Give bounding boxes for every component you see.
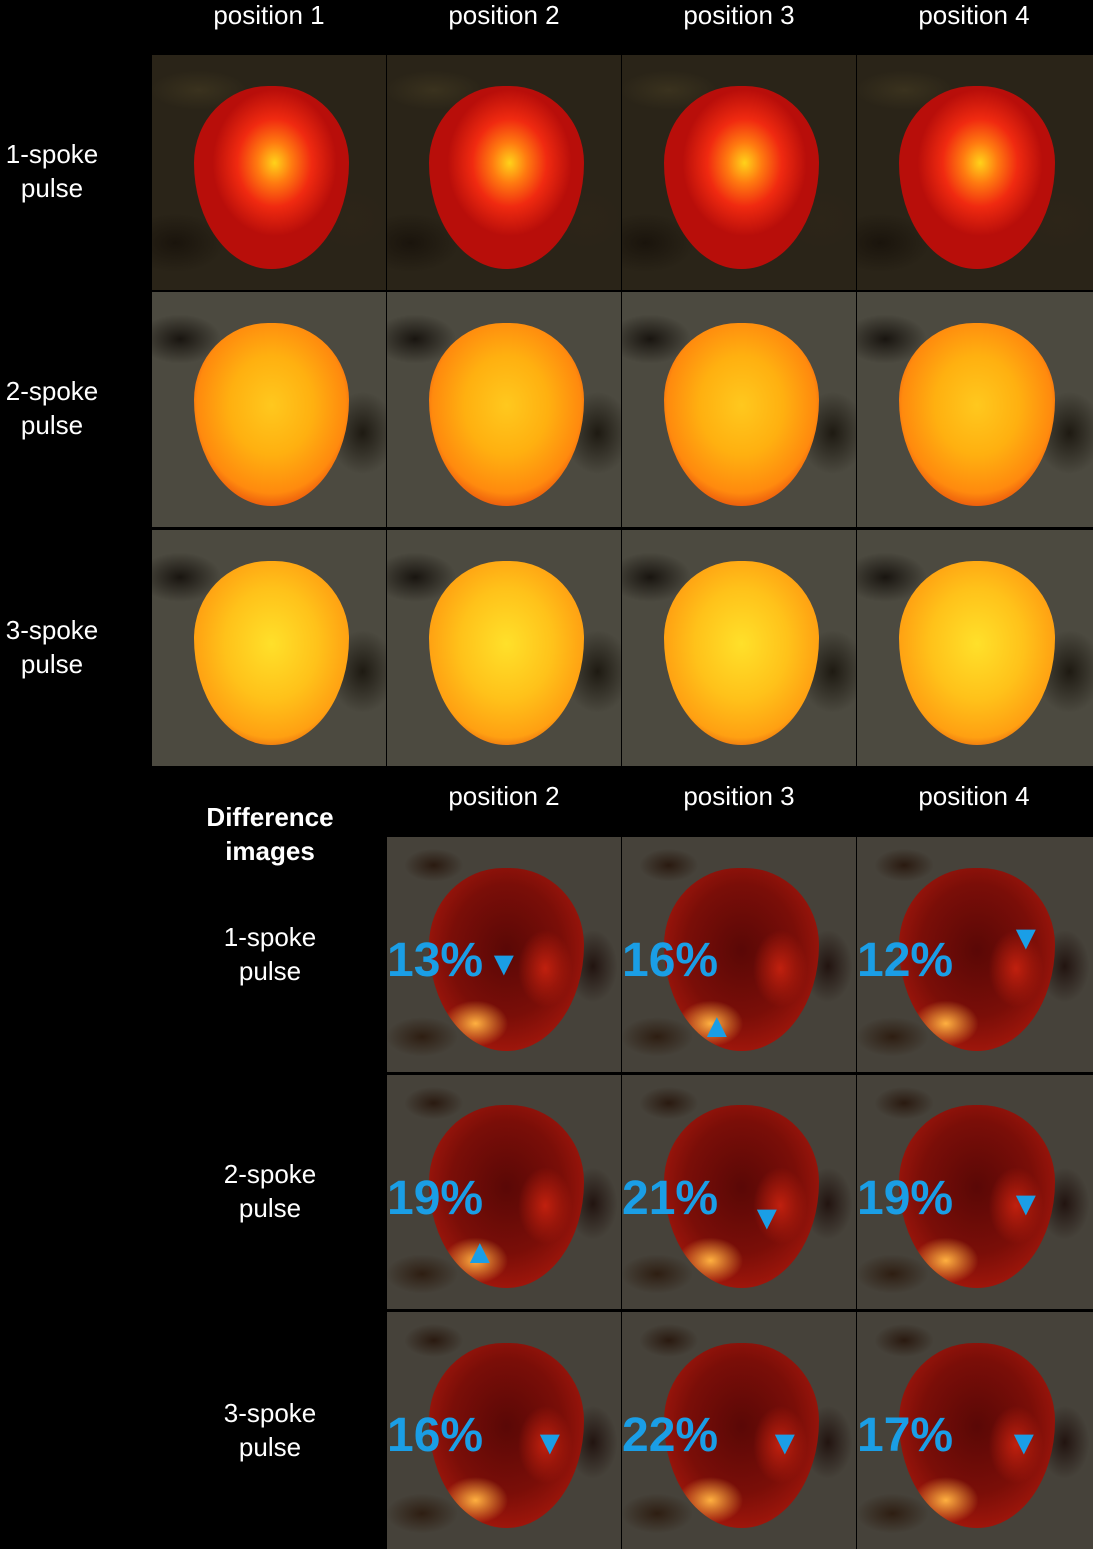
diff-row-label-3: 3-spoke pulse (223, 1398, 317, 1462)
diff-percent: 22% (622, 1409, 719, 1462)
top-row-label-3: 3-spoke pulse (5, 615, 99, 679)
arrow-down-icon: ▼ (768, 1424, 802, 1462)
diff-percent: 12% (857, 934, 954, 987)
diff-percent: 16% (622, 934, 719, 987)
map-3spoke-pos1 (152, 530, 386, 766)
diff-2spoke-pos2: 19% ▲ (387, 1075, 621, 1309)
diff-percent: 19% (387, 1172, 484, 1225)
difference-images-title: Difference images (206, 802, 334, 866)
map-1spoke-pos4 (857, 55, 1093, 290)
diff-3spoke-pos2: 16% ▼ (387, 1312, 621, 1549)
top-row-label-2: 2-spoke pulse (5, 376, 99, 440)
arrow-down-icon: ▼ (533, 1424, 567, 1462)
diff-2spoke-pos3: 21% ▼ (622, 1075, 856, 1309)
top-row-label-1: 1-spoke pulse (5, 139, 99, 203)
arrow-down-icon: ▼ (487, 945, 521, 983)
map-2spoke-pos3 (622, 292, 856, 527)
top-col-header-4: position 4 (918, 0, 1030, 30)
diff-percent: 16% (387, 1409, 484, 1462)
arrow-down-icon: ▼ (1009, 919, 1043, 957)
diff-percent: 17% (857, 1409, 954, 1462)
arrow-down-icon: ▼ (750, 1199, 784, 1237)
map-2spoke-pos2 (387, 292, 621, 527)
top-col-header-2: position 2 (448, 0, 560, 30)
top-col-header-3: position 3 (683, 0, 795, 30)
map-3spoke-pos4 (857, 530, 1093, 766)
diff-row-label-1: 1-spoke pulse (223, 922, 317, 986)
map-1spoke-pos1 (152, 55, 386, 290)
map-2spoke-pos1 (152, 292, 386, 527)
diff-percent: 13% (387, 934, 484, 987)
diff-row-label-2: 2-spoke pulse (223, 1159, 317, 1223)
diff-col-header-3: position 3 (683, 781, 795, 811)
diff-col-header-4: position 4 (918, 781, 1030, 811)
map-1spoke-pos2 (387, 55, 621, 290)
map-1spoke-pos3 (622, 55, 856, 290)
diff-1spoke-pos3: 16% ▲ (622, 837, 856, 1072)
map-3spoke-pos3 (622, 530, 856, 766)
diff-1spoke-pos2: 13% ▼ (387, 837, 621, 1072)
diff-3spoke-pos3: 22% ▼ (622, 1312, 856, 1549)
arrow-up-icon: ▲ (463, 1233, 497, 1271)
map-2spoke-pos4 (857, 292, 1093, 527)
arrow-down-icon: ▼ (1009, 1185, 1043, 1223)
map-3spoke-pos2 (387, 530, 621, 766)
arrow-down-icon: ▼ (1007, 1424, 1041, 1462)
diff-2spoke-pos4: 19% ▼ (857, 1075, 1093, 1309)
arrow-up-icon: ▲ (700, 1007, 734, 1045)
diff-3spoke-pos4: 17% ▼ (857, 1312, 1093, 1549)
diff-percent: 21% (622, 1172, 719, 1225)
diff-percent: 19% (857, 1172, 954, 1225)
diff-1spoke-pos4: 12% ▼ (857, 837, 1093, 1072)
diff-col-header-2: position 2 (448, 781, 560, 811)
top-col-header-1: position 1 (213, 0, 325, 30)
